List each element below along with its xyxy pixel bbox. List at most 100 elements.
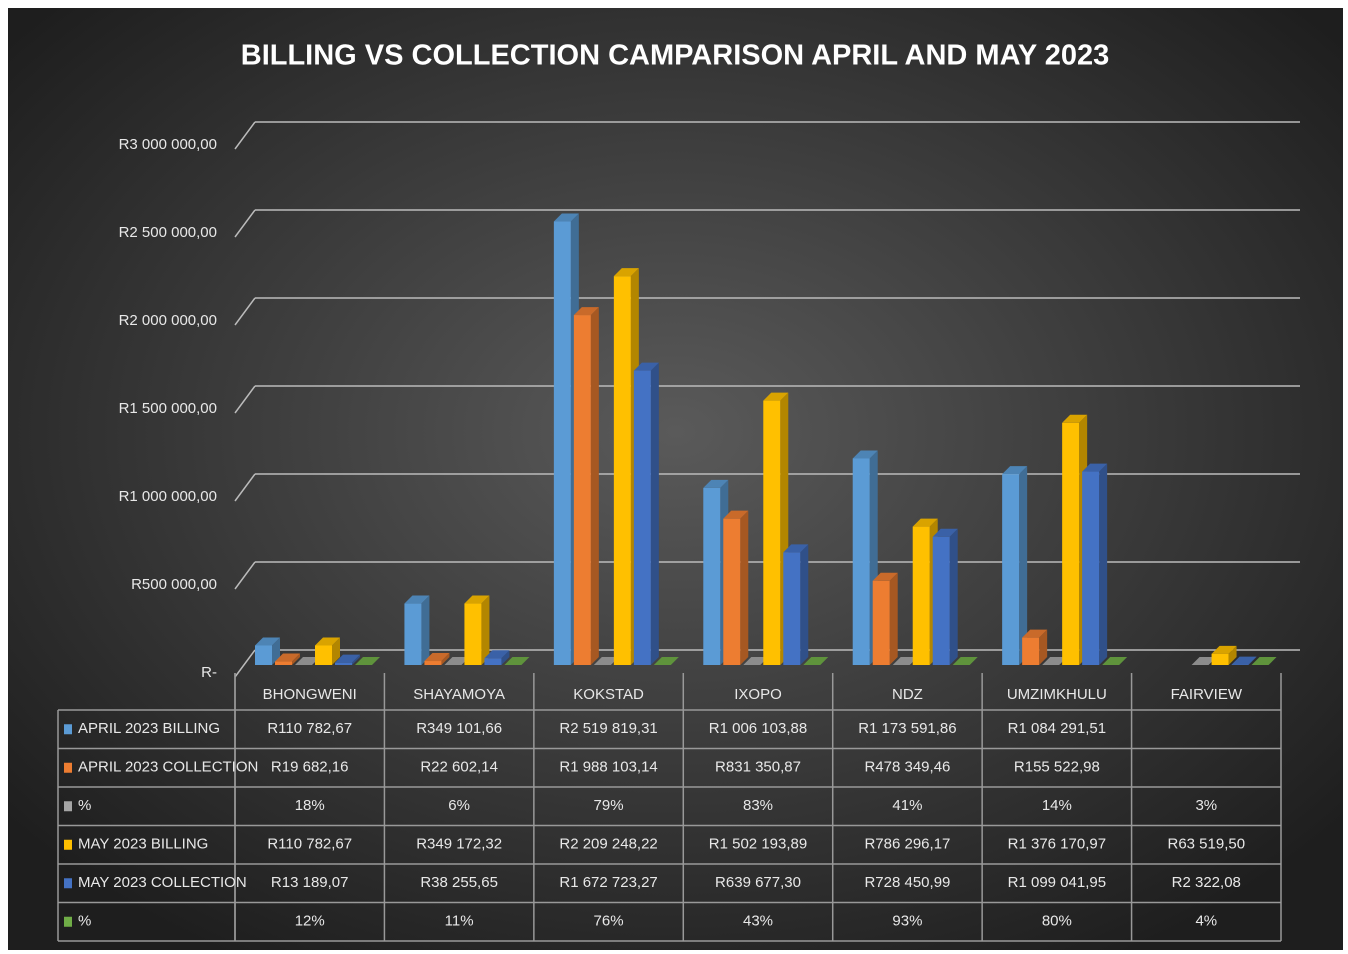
bar-top	[723, 510, 749, 519]
bar	[1062, 422, 1080, 665]
x-tick-label: FAIRVIEW	[1171, 686, 1243, 703]
bar-side	[352, 654, 360, 665]
bar-side	[1268, 656, 1277, 665]
bar	[255, 645, 272, 665]
bar-top	[424, 653, 450, 662]
bar	[1211, 653, 1229, 665]
bar	[852, 458, 870, 665]
bar-top	[1002, 466, 1028, 475]
y-tick-label: R3 000 000,00	[119, 136, 217, 153]
x-tick-label: NDZ	[892, 686, 923, 703]
bar-top	[932, 528, 958, 537]
bar-side	[521, 656, 530, 665]
data-label: 41%	[892, 797, 922, 814]
bar	[1022, 637, 1040, 665]
grid-line	[234, 649, 256, 678]
bar-top	[912, 518, 938, 527]
legend-label: APRIL 2023 COLLECTION	[78, 759, 258, 776]
bar	[763, 400, 781, 665]
y-tick-label: R2 000 000,00	[119, 312, 217, 329]
bar	[703, 487, 721, 665]
data-label: 76%	[594, 913, 624, 930]
legend-label: %	[78, 913, 91, 930]
bar	[553, 221, 571, 666]
legend-swatch	[64, 801, 72, 812]
bar-side	[969, 656, 978, 665]
bar-top	[952, 656, 978, 665]
x-tick-label: IXOPO	[734, 686, 782, 703]
bar-top	[255, 637, 280, 646]
legend-swatch	[64, 724, 72, 735]
grid-line	[234, 561, 256, 590]
bar	[484, 658, 502, 665]
grid-line	[234, 209, 256, 238]
data-label: R1 502 193,89	[709, 836, 807, 853]
bar-side	[421, 595, 430, 665]
bar-top	[872, 572, 898, 581]
data-label: R639 677,30	[715, 874, 801, 891]
bar-top	[743, 656, 769, 665]
bar-side	[740, 510, 749, 665]
bar-side	[332, 637, 340, 665]
data-label: R831 350,87	[715, 759, 801, 776]
bar-top	[1251, 656, 1277, 665]
data-label: R38 255,65	[420, 874, 498, 891]
data-label: 3%	[1195, 797, 1217, 814]
bar-top	[1042, 656, 1068, 665]
bar-top	[1211, 645, 1237, 654]
data-label: R728 450,99	[864, 874, 950, 891]
x-tick-label: KOKSTAD	[573, 686, 644, 703]
bar	[335, 662, 352, 665]
bar-top	[892, 656, 918, 665]
bar	[424, 661, 442, 665]
bar-top	[1082, 463, 1108, 472]
grid-line	[234, 385, 256, 414]
data-label: R2 322,08	[1172, 874, 1241, 891]
bar-top	[593, 656, 619, 665]
data-label: 79%	[594, 797, 624, 814]
data-label: R1 376 170,97	[1008, 836, 1106, 853]
data-label: R2 519 819,31	[559, 720, 657, 737]
bar	[932, 536, 950, 665]
data-label: R1 988 103,14	[559, 759, 657, 776]
bar-top	[404, 595, 430, 604]
bar-side	[820, 656, 829, 665]
data-label: R1 173 591,86	[858, 720, 956, 737]
data-label: R1 672 723,27	[559, 874, 657, 891]
bar	[1002, 474, 1020, 665]
bar-top	[633, 362, 659, 371]
bar-top	[852, 450, 878, 459]
bar	[275, 661, 292, 665]
data-label: R22 602,14	[420, 759, 498, 776]
bar-top	[444, 656, 470, 665]
data-label: R155 522,98	[1014, 759, 1100, 776]
bar-side	[949, 528, 958, 665]
legend-swatch	[64, 916, 72, 927]
bar-side	[1039, 629, 1048, 665]
bar	[783, 552, 801, 665]
bar	[872, 580, 890, 665]
data-label: 6%	[448, 797, 470, 814]
bar	[404, 603, 422, 665]
data-label: R110 782,67	[267, 836, 352, 853]
bar-top	[573, 307, 599, 316]
bar	[573, 315, 591, 665]
bar-side	[1228, 645, 1237, 665]
bar-top	[295, 656, 320, 665]
data-label: R1 084 291,51	[1008, 720, 1106, 737]
grid-line	[234, 121, 256, 150]
x-tick-label: UMZIMKHULU	[1007, 686, 1107, 703]
data-label: 83%	[743, 797, 773, 814]
bar-side	[1019, 466, 1028, 665]
data-label: R63 519,50	[1167, 836, 1245, 853]
bar-top	[553, 213, 579, 222]
legend-swatch	[64, 878, 72, 889]
data-label: R13 189,07	[271, 874, 349, 891]
grid-line	[234, 473, 256, 502]
data-label: 11%	[445, 913, 474, 930]
bar	[633, 370, 651, 665]
data-label: R478 349,46	[864, 759, 950, 776]
data-label: R349 101,66	[416, 720, 502, 737]
bar-top	[763, 392, 789, 401]
